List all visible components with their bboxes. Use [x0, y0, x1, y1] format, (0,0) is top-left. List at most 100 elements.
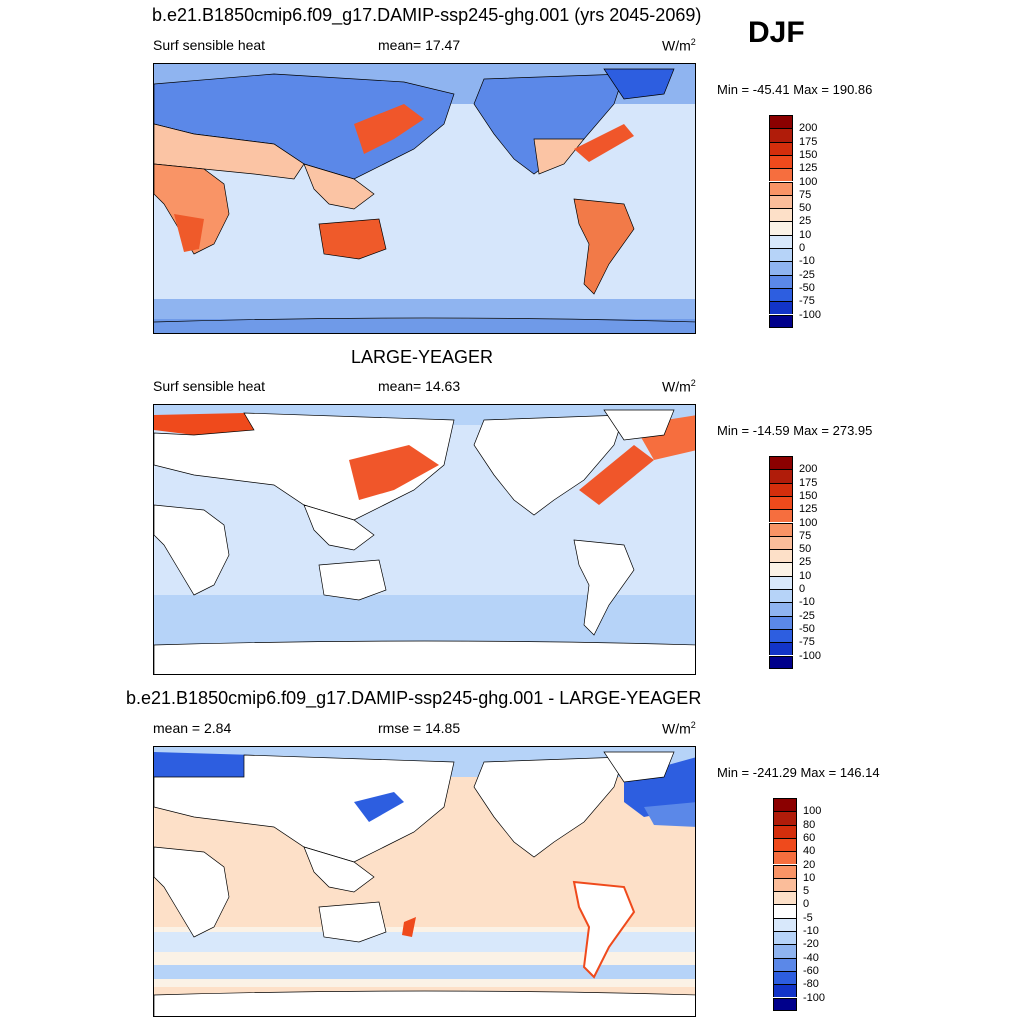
colorbar-tick-label: -50	[799, 281, 815, 294]
colorbar-tick-label: 60	[803, 831, 816, 844]
colorbar-tick-label: -20	[803, 938, 819, 951]
panel2-map-svg	[154, 405, 695, 674]
colorbar-swatch	[773, 851, 797, 865]
colorbar-swatch	[769, 456, 793, 470]
colorbar-tick-label: -75	[799, 295, 815, 308]
panel3-south-america	[572, 880, 636, 979]
colorbar-swatch	[769, 495, 793, 510]
colorbar-swatch	[769, 154, 793, 169]
panel3-title: b.e21.B1850cmip6.f09_g17.DAMIP-ssp245-gh…	[126, 688, 702, 708]
colorbar-tick-label: 25	[799, 556, 812, 569]
colorbar-swatch	[769, 141, 793, 155]
colorbar-swatch	[769, 168, 793, 182]
panel3-map-svg	[154, 747, 695, 1016]
panel1-variable-label: Surf sensible heat	[153, 37, 266, 53]
colorbar-tick-label: -10	[803, 925, 819, 937]
colorbar-tick-label: 175	[799, 476, 818, 489]
colorbar-swatch	[769, 314, 793, 328]
panel2-greenland	[603, 409, 675, 441]
colorbar-swatch	[769, 615, 793, 629]
colorbar-tick-label: 0	[799, 583, 806, 595]
panel3-units: W/m2	[662, 720, 696, 737]
colorbar-tick-label: -80	[803, 978, 819, 991]
panel2-map	[153, 404, 696, 675]
panel3-australia	[318, 901, 387, 943]
colorbar-swatch	[769, 208, 793, 222]
colorbar-swatch	[773, 917, 797, 931]
colorbar-tick-label: 75	[799, 188, 812, 201]
colorbar-swatch	[769, 575, 793, 589]
colorbar-tick-label: -10	[799, 596, 815, 609]
panel1-units: W/m2	[662, 37, 696, 54]
panel1-mean-label: mean= 17.47	[378, 37, 461, 53]
panel1-map	[153, 63, 696, 334]
colorbar-tick-label: -100	[799, 308, 822, 321]
colorbar-swatch	[769, 602, 793, 616]
colorbar-tick-label: 25	[799, 215, 812, 228]
colorbar-tick-label: 0	[803, 898, 810, 911]
colorbar-swatch	[773, 891, 797, 905]
panel2-africa	[154, 504, 230, 596]
colorbar-swatch	[769, 301, 793, 315]
colorbar-tick-label: 20	[803, 858, 816, 871]
colorbar-tick-label: -60	[803, 964, 819, 977]
panel1-title: b.e21.B1850cmip6.f09_g17.DAMIP-ssp245-gh…	[152, 5, 702, 25]
panel2-mean-label: mean= 14.63	[378, 378, 461, 394]
colorbar-tick-label: -40	[803, 951, 819, 964]
colorbar-tick-label: 175	[799, 135, 818, 148]
panel1-australia	[318, 218, 387, 260]
colorbar-swatch	[773, 877, 797, 892]
colorbar-swatch	[773, 957, 797, 971]
colorbar-tick-label: -25	[799, 609, 815, 622]
colorbar-tick-label: 50	[799, 543, 812, 556]
panel1-gulf-stream	[574, 124, 634, 162]
panel2-variable-label: Surf sensible heat	[153, 378, 266, 394]
panel3-eurasia	[154, 754, 455, 863]
colorbar-swatch	[773, 997, 797, 1011]
colorbar-swatch	[769, 535, 793, 550]
colorbar-swatch	[773, 837, 797, 852]
colorbar-swatch	[769, 274, 793, 288]
colorbar-swatch	[773, 984, 797, 998]
colorbar-tick-label: 50	[799, 202, 812, 215]
colorbar-swatch	[769, 642, 793, 656]
colorbar-swatch	[773, 931, 797, 945]
colorbar-swatch	[769, 261, 793, 275]
colorbar-tick-label: -100	[799, 649, 822, 662]
colorbar-tick-label: 150	[799, 148, 818, 161]
panel1-kuroshio	[354, 104, 424, 154]
colorbar-swatch	[773, 944, 797, 958]
colorbar-swatch	[769, 287, 793, 302]
colorbar-tick-label: 100	[799, 175, 818, 188]
colorbar-tick-label: 10	[799, 228, 812, 241]
colorbar-swatch	[769, 655, 793, 669]
colorbar-tick-label: 125	[799, 162, 818, 175]
colorbar-tick-label: -10	[799, 255, 815, 268]
colorbar-swatch	[769, 221, 793, 235]
panel2-australia	[318, 559, 387, 601]
colorbar-swatch	[773, 904, 797, 918]
panel3-africa	[154, 846, 230, 938]
panel2-title: LARGE-YEAGER	[351, 347, 494, 367]
colorbar-tick-label: 150	[799, 489, 818, 502]
panel3-minmax: Min = -241.29 Max = 146.14	[717, 765, 880, 780]
panel2-minmax: Min = -14.59 Max = 273.95	[717, 423, 873, 438]
colorbar-tick-label: 5	[803, 885, 810, 898]
season-label: DJF	[748, 16, 805, 49]
colorbar-tick-label: -50	[799, 622, 815, 635]
colorbar-swatch	[769, 194, 793, 209]
panel2-kuroshio	[349, 445, 439, 500]
colorbar-swatch	[773, 970, 797, 985]
colorbar-swatch	[769, 522, 793, 536]
panel3-greenland	[603, 751, 675, 783]
colorbar-swatch	[773, 824, 797, 838]
panel2-nordic-seas	[154, 413, 254, 435]
panel3-map	[153, 746, 696, 1017]
colorbar-tick-label: 200	[799, 463, 818, 476]
colorbar-tick-label: 10	[803, 871, 816, 884]
colorbar-swatch	[769, 628, 793, 643]
colorbar-tick-label: 80	[803, 818, 816, 831]
panel3-rmse-label: rmse = 14.85	[378, 720, 461, 736]
colorbar-tick-label: 0	[799, 242, 806, 254]
colorbar-swatch	[769, 115, 793, 129]
